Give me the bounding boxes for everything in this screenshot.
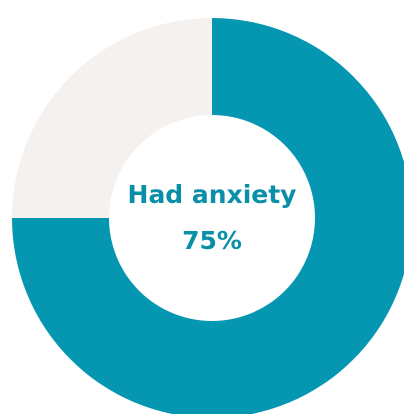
donut-hole	[109, 115, 315, 321]
center-label: Had anxiety	[128, 180, 297, 209]
center-value: 75%	[182, 226, 242, 255]
slice	[12, 18, 404, 414]
